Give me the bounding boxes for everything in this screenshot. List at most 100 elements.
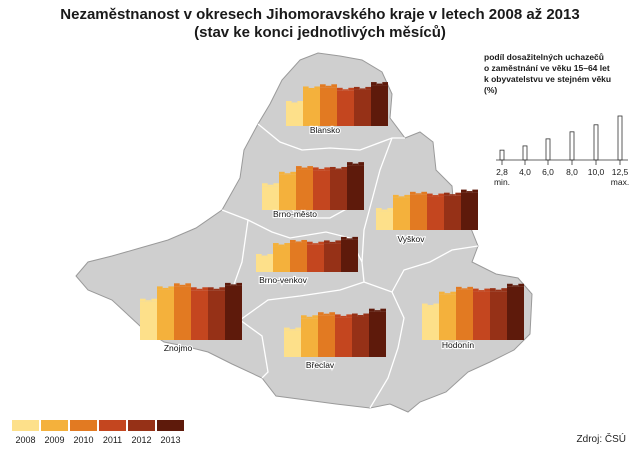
district-bar-month-peak: [306, 316, 313, 319]
district-bar-month-peak: [427, 305, 434, 307]
district-bar: [410, 194, 427, 230]
district-bar-month-peak: [256, 254, 262, 258]
district-bar: [422, 306, 439, 340]
year-swatch: [128, 420, 155, 431]
district-bar-month-peak: [303, 86, 309, 90]
source-note: Zdroj: ČSÚ: [576, 434, 626, 445]
district-bar-month-peak: [168, 286, 174, 290]
district-bar-month-peak: [381, 209, 388, 212]
district-bar-month-peak: [307, 166, 313, 170]
district-bar: [303, 89, 320, 126]
district-bar-month-peak: [284, 173, 291, 175]
district-bar-month-peak: [398, 196, 405, 198]
district-bar-month-peak: [393, 194, 399, 198]
district-bar-month-peak: [376, 83, 383, 86]
district-bar-month-peak: [461, 288, 468, 290]
district-bar-month-peak: [296, 166, 302, 170]
district-bar-month-peak: [427, 193, 433, 197]
district-bar-month-peak: [314, 86, 320, 90]
district-bar: [262, 186, 279, 210]
district-label: Vyškov: [397, 234, 425, 244]
scale-bar: [522, 145, 528, 161]
district-bar-month-peak: [313, 167, 319, 171]
district-bar-month-peak: [157, 286, 163, 290]
district-bar-month-peak: [335, 240, 341, 244]
scale-min-label: min.: [494, 177, 510, 187]
district-bar-month-peak: [261, 255, 268, 258]
district-bar-month-peak: [312, 315, 318, 319]
district-bar: [330, 169, 347, 210]
district-bar-month-peak: [219, 287, 225, 291]
district-bar-month-peak: [320, 84, 326, 88]
district-bar: [279, 174, 296, 210]
year-label: 2012: [131, 435, 151, 445]
district-bar-month-peak: [318, 241, 324, 245]
district-bar: [461, 192, 478, 230]
district-bar-month-peak: [455, 192, 461, 196]
district-bar: [352, 316, 369, 357]
district-bar-month-peak: [236, 282, 242, 286]
district-bar-month-peak: [415, 193, 422, 195]
district-bar-month-peak: [404, 194, 410, 198]
district-bar-month-peak: [290, 171, 296, 175]
district-bar-month-peak: [342, 89, 349, 91]
district-bar-month-peak: [323, 313, 330, 316]
district-bar-month-peak: [354, 86, 360, 90]
district-bar-month-peak: [518, 283, 524, 287]
district-bar: [376, 211, 393, 230]
district-bar-month-peak: [331, 84, 337, 88]
district-bar-month-peak: [359, 88, 366, 90]
district-bar-month-peak: [432, 195, 439, 197]
district-bar: [347, 165, 364, 210]
district-bar-month-peak: [295, 327, 301, 331]
district-bar-month-peak: [363, 313, 369, 317]
district-bar: [307, 244, 324, 272]
district-bar: [393, 197, 410, 230]
district-bar: [157, 289, 174, 340]
district-labels: Blansko Brno-město Vyškov Brno-venkov Znojmo…: [163, 124, 476, 371]
district-bar: [369, 311, 386, 357]
district-bar: [284, 330, 301, 357]
district-bar: [174, 286, 191, 340]
district-bar-month-peak: [507, 283, 513, 287]
district-label: Znojmo: [164, 343, 193, 353]
district-label: Brno-venkov: [259, 275, 307, 285]
district-bar-month-peak: [346, 238, 353, 240]
district-bar: [286, 104, 303, 126]
district-label: Blansko: [310, 125, 341, 135]
year-swatch: [157, 420, 184, 431]
district-bar-month-peak: [230, 284, 237, 286]
district-bar: [296, 169, 313, 210]
district-bar-month-peak: [371, 82, 377, 86]
district-bar-month-peak: [484, 288, 490, 292]
indicator-legend-line: k obyvatelstvu ve stejném věku: [484, 74, 612, 84]
district-bar-month-peak: [466, 191, 473, 193]
district-bar-month-peak: [295, 241, 302, 243]
district-bar-month-peak: [490, 288, 496, 292]
district-bar-month-peak: [358, 162, 364, 166]
district-bar: [444, 195, 461, 230]
district-bar-month-peak: [335, 168, 342, 170]
district-bar: [208, 290, 225, 340]
district-bar-month-peak: [291, 102, 298, 104]
district-bar: [335, 317, 352, 357]
year-label: 2010: [73, 435, 93, 445]
district-bar-month-peak: [433, 303, 439, 307]
scale-tick-label: 12,5: [612, 167, 629, 177]
district-bar: [473, 291, 490, 340]
scale-bar: [569, 131, 575, 161]
district-bar: [354, 89, 371, 126]
district-bar-month-peak: [279, 171, 285, 175]
district-bar-month-peak: [325, 85, 332, 88]
district-bar-month-peak: [318, 168, 325, 171]
indicator-legend-line: podíl dosažitelných uchazečů: [484, 52, 604, 62]
district-bar-month-peak: [330, 166, 336, 170]
district-bar: [290, 242, 307, 272]
district-bar-month-peak: [369, 308, 375, 312]
district-bar-month-peak: [284, 327, 290, 331]
indicator-legend-line: o zaměstnání ve věku 15–64 let: [484, 63, 610, 73]
year-label: 2011: [103, 435, 122, 445]
district-bar-month-peak: [352, 313, 358, 317]
district-bar: [456, 289, 473, 340]
